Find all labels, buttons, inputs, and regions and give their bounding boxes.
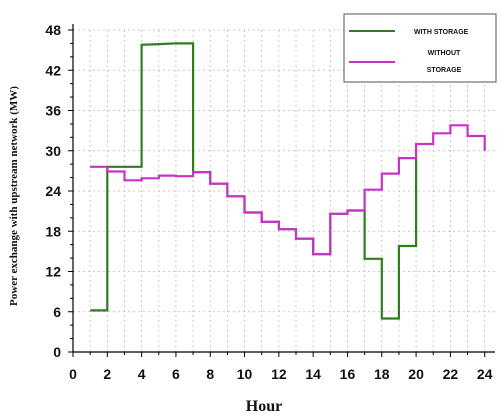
y-tick-label: 30 — [45, 143, 61, 159]
x-tick-label: 14 — [305, 366, 321, 382]
y-tick-label: 48 — [45, 22, 61, 38]
y-tick-label: 24 — [45, 183, 61, 199]
y-tick-label: 42 — [45, 62, 61, 78]
x-tick-label: 24 — [477, 366, 493, 382]
legend-label-without-storage-line2: STORAGE — [427, 67, 462, 74]
x-tick-label: 6 — [172, 366, 180, 382]
series-line-without-storage — [90, 124, 486, 256]
y-tick-label: 0 — [53, 344, 61, 360]
legend-label-without-storage: WITHOUT — [428, 50, 461, 57]
y-tick-label: 18 — [45, 223, 61, 239]
legend-box — [343, 13, 497, 83]
x-tick-label: 12 — [271, 366, 287, 382]
x-tick-label: 8 — [206, 366, 214, 382]
y-tick-label: 12 — [45, 264, 61, 280]
series-group — [90, 42, 486, 320]
grid — [73, 29, 495, 352]
x-tick-label: 2 — [103, 366, 111, 382]
x-tick-label: 16 — [340, 366, 356, 382]
legend: WITH STORAGE WITHOUT STORAGE — [343, 13, 497, 83]
x-tick-label: 20 — [408, 366, 424, 382]
y-tick-label: 36 — [45, 103, 61, 119]
x-tick-label: 18 — [374, 366, 390, 382]
y-tick-label: 6 — [53, 304, 61, 320]
y-axis-title: Power exchange with upstream network (MW… — [8, 86, 20, 306]
legend-label-with-storage: WITH STORAGE — [414, 29, 469, 36]
x-tick-label: 22 — [443, 366, 459, 382]
x-tick-label: 10 — [237, 366, 253, 382]
x-axis-title: Hour — [246, 398, 282, 415]
axes — [68, 24, 495, 357]
x-tick-label: 0 — [69, 366, 77, 382]
x-tick-label: 4 — [138, 366, 146, 382]
